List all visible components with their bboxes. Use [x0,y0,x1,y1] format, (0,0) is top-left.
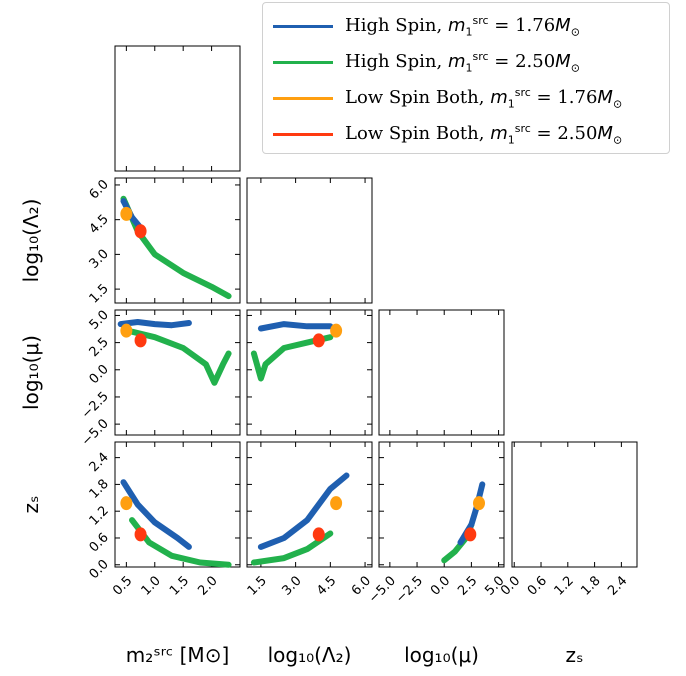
y-tick-label: 4.5 [87,212,112,237]
x-tick-label: 2.0 [195,573,220,598]
x-tick-label: 0.6 [525,573,550,598]
y-tick-label: 1.8 [87,477,112,502]
panel-lambda2-zs [246,441,373,568]
panel-frame [511,441,638,568]
legend-swatch [273,132,333,136]
x-tick-label: 4.5 [314,573,339,598]
correlation-band-series-0 [257,472,350,550]
correlation-blob-series-2 [330,323,343,338]
legend-mass-value: 1.76 [515,14,556,36]
x-axis-label-lambda2: log₁₀(Λ₂) [268,643,352,667]
x-tick-label: 2.4 [605,573,630,598]
x-tick-label: 0.0 [498,573,523,598]
x-axis-label-mu: log₁₀(μ) [404,643,479,667]
correlation-blob-series-3 [134,333,147,348]
x-axis-label-m2: m₂ˢʳᶜ [M⊙] [126,643,230,667]
y-axis-label-lambda2: log₁₀(Λ₂) [19,199,43,283]
x-tick-label: 1.2 [552,573,577,598]
y-tick-label: 5.0 [87,308,112,333]
legend: High Spin, m1src = 1.76M⊙ High Spin, m1s… [262,2,670,154]
correlation-blob-series-2 [120,496,133,511]
x-tick-label: 1.8 [578,573,603,598]
y-tick-label: 6.0 [87,177,112,202]
correlation-blob-series-3 [134,527,147,542]
correlation-blob-series-2 [120,323,133,338]
y-axis-label-zs: zₛ [19,496,43,514]
correlation-blob-series-3 [464,527,477,542]
legend-swatch [273,96,333,100]
legend-label: Low Spin Both, [345,122,491,144]
x-tick-label: 1.0 [139,573,164,598]
panel-lambda2-lambda2 [246,177,373,304]
y-tick-label: 3.0 [87,247,112,272]
x-tick-label: 1.5 [167,573,192,598]
x-tick-label: 0.0 [428,573,453,598]
correlation-band-series-0 [117,319,192,329]
y-tick-label: 0.6 [87,530,112,555]
legend-mass-value: 1.76 [557,86,598,108]
correlation-band-series-1 [120,195,232,300]
legend-swatch [273,60,333,64]
panel-frame [378,441,505,568]
x-tick-label: 1.5 [245,573,270,598]
correlation-blob-series-2 [473,496,485,511]
correlation-blob-series-3 [134,224,147,239]
x-tick-label: 2.5 [455,573,480,598]
legend-label: High Spin, [345,14,448,36]
legend-label: Low Spin Both, [345,86,491,108]
panel-lambda2-mu [246,309,373,436]
y-tick-label: 1.5 [87,281,112,306]
x-axis-label-zs: zₛ [566,643,584,667]
panel-m2-m2 [114,45,241,172]
legend-mass-value: 2.50 [515,50,556,72]
panel-m2-lambda2 [114,177,241,304]
correlation-band-series-0 [257,321,334,332]
panel-frame [246,441,373,568]
x-tick-label: −2.5 [393,573,426,606]
panel-frame [114,309,241,436]
panel-mu-mu [378,309,505,436]
correlation-band-series-1 [129,328,232,386]
panel-frame [246,177,373,304]
correlation-blob-series-2 [120,206,133,221]
x-tick-label: 3.0 [279,573,304,598]
y-tick-label: 2.5 [87,335,112,360]
y-tick-label: 1.2 [87,503,112,528]
legend-item-high-spin-250: High Spin, m1src = 2.50M⊙ [273,47,580,77]
x-tick-label: 0.5 [110,573,135,598]
panel-frame [246,309,373,436]
legend-mass-value: 2.50 [557,122,598,144]
panel-frame [114,177,241,304]
correlation-blob-series-3 [312,527,325,542]
panel-m2-zs [114,441,241,568]
correlation-blob-series-3 [312,333,325,348]
y-tick-label: 0.0 [87,557,112,582]
legend-label: High Spin, [345,50,448,72]
y-axis-label-mu: log₁₀(μ) [19,335,43,410]
panel-frame [378,309,505,436]
correlation-blob-series-2 [330,496,343,511]
y-tick-label: 2.4 [87,450,112,475]
legend-swatch [273,24,333,28]
legend-item-low-spin-250: Low Spin Both, m1src = 2.50M⊙ [273,119,622,149]
y-tick-label: −2.5 [79,389,112,422]
legend-item-high-spin-176: High Spin, m1src = 1.76M⊙ [273,11,580,41]
panel-mu-zs [378,441,505,568]
y-tick-label: −5.0 [79,416,112,449]
correlation-band-series-1 [250,334,334,382]
panel-m2-mu [114,309,241,436]
panel-zs-zs [511,441,638,568]
x-tick-label: −5.0 [366,573,399,606]
panel-frame [114,45,241,172]
correlation-band-series-0 [120,479,192,550]
panel-frame [114,441,241,568]
y-tick-label: 0.0 [87,362,112,387]
legend-item-low-spin-176: Low Spin Both, m1src = 1.76M⊙ [273,83,622,113]
